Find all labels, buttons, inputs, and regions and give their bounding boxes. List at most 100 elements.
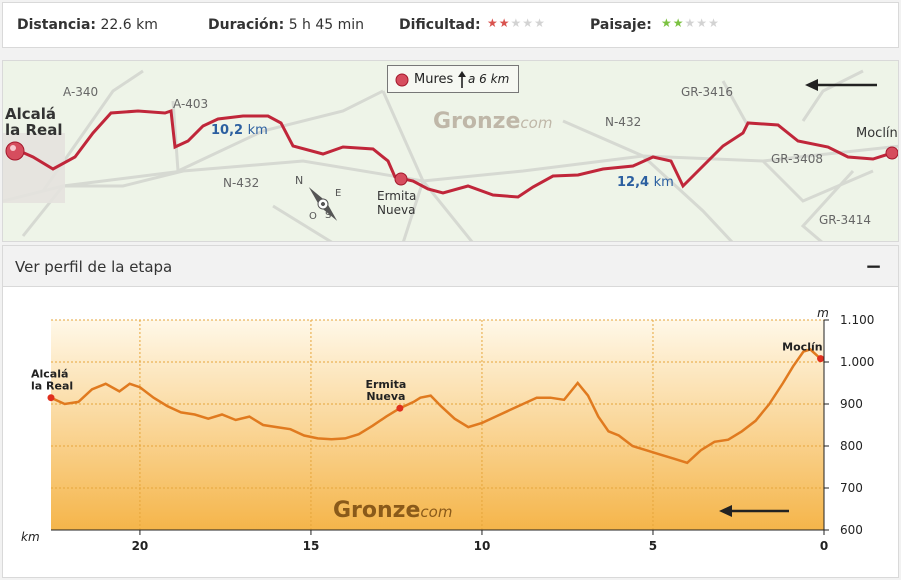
star-filled-icon: ★ xyxy=(672,16,685,30)
star-empty-icon: ★ xyxy=(522,16,535,30)
difficulty-stars-icon: ★★★★★ xyxy=(487,16,546,30)
route-map-graphic: N E S O xyxy=(3,69,898,241)
waypoint-label: Moclín xyxy=(782,341,822,354)
end-pin-icon[interactable] xyxy=(885,146,898,160)
collapse-button[interactable]: − xyxy=(865,254,882,278)
ermita-label: Ermita Nueva xyxy=(377,189,416,217)
ermita-line2: Nueva xyxy=(377,203,416,217)
elevation-line xyxy=(50,347,822,465)
detour-pin-icon xyxy=(395,73,409,87)
y-tick-label: 700 xyxy=(840,481,863,495)
waypoint-label: Alcalá xyxy=(31,368,68,381)
start-city-line1: Alcalá xyxy=(5,105,57,123)
scenery-stat: Paisaje: xyxy=(590,17,652,33)
compass-s-label: S xyxy=(325,210,331,221)
map-watermark-main: Gronze xyxy=(433,109,521,134)
elevation-profile: 20 15 10 5 0 600 700 800 900 1.000 1.100 Alcalá la … xyxy=(2,287,899,578)
chart-watermark-sub: com xyxy=(420,503,452,521)
start-city-label: Alcalá la Real xyxy=(5,106,62,138)
road-label: N-432 xyxy=(223,176,260,190)
distance-value: 22.6 km xyxy=(100,17,158,33)
waypoint-label: Nueva xyxy=(366,390,405,403)
plot-area xyxy=(51,320,824,530)
road-label: GR-3408 xyxy=(771,152,824,166)
waypoint-dot xyxy=(817,355,825,363)
segment-km-2-unit: km xyxy=(653,175,674,190)
ermita-pin-icon[interactable] xyxy=(394,172,408,186)
elevation-chart: 20 15 10 5 0 600 700 800 900 1.000 1.100 Alcalála … xyxy=(21,306,875,553)
compass-o-label: O xyxy=(309,211,317,222)
y-tick-label: 600 xyxy=(840,523,863,537)
chart-watermark: Gronzecom xyxy=(333,498,452,523)
waypoint-dot xyxy=(396,404,404,412)
scenery-label: Paisaje: xyxy=(590,17,652,33)
route-line xyxy=(14,108,893,199)
x-tick-label: 20 xyxy=(132,539,149,553)
compass-e-label: E xyxy=(335,188,341,199)
detour-name: Mures xyxy=(414,72,454,87)
segment-km-2: 12,4 km xyxy=(617,175,674,190)
segment-km-2-value: 12,4 xyxy=(617,175,650,190)
arrow-up-icon xyxy=(458,71,466,88)
waypoint-label: la Real xyxy=(31,380,73,393)
map-watermark: Gronzecom xyxy=(433,109,552,134)
start-pin-icon[interactable] xyxy=(5,141,25,161)
x-tick-label: 5 xyxy=(649,539,657,553)
duration-value: 5 h 45 min xyxy=(288,17,365,33)
y-tick-label: 1.100 xyxy=(840,313,874,327)
road-label: A-340 xyxy=(63,85,99,99)
segment-km-1-value: 10,2 xyxy=(211,123,244,138)
star-empty-icon: ★ xyxy=(534,16,546,30)
y-tick-label: 800 xyxy=(840,439,863,453)
scenery-stars-icon: ★★★★★ xyxy=(661,16,720,30)
star-empty-icon: ★ xyxy=(684,16,697,30)
ermita-line1: Ermita xyxy=(377,189,417,203)
segment-km-1: 10,2 km xyxy=(211,123,268,138)
star-empty-icon: ★ xyxy=(510,16,523,30)
chart-direction-arrow-icon xyxy=(719,505,789,517)
road-label: GR-3416 xyxy=(681,85,734,99)
duration-stat: Duración: 5 h 45 min xyxy=(208,17,364,33)
end-city-label: Moclín xyxy=(856,126,898,141)
waypoint-dot xyxy=(47,394,55,402)
start-pin-highlight xyxy=(10,145,16,151)
start-city-line2: la Real xyxy=(5,121,63,139)
road-label: A-403 xyxy=(173,97,209,111)
chart-watermark-main: Gronze xyxy=(333,498,420,523)
y-tick-label: 1.000 xyxy=(840,355,874,369)
map-watermark-sub: com xyxy=(520,114,553,132)
segment-km-1-unit: km xyxy=(247,123,268,138)
distance-label: Distancia: xyxy=(17,17,97,33)
road-label: N-432 xyxy=(605,115,642,129)
detour-distance: a 6 km xyxy=(468,72,510,86)
distance-stat: Distancia: 22.6 km xyxy=(17,17,158,33)
route-map[interactable]: N E S O Alcalá la Real Moclín Ermita Nue… xyxy=(2,60,899,242)
star-empty-icon: ★ xyxy=(696,16,709,30)
duration-label: Duración: xyxy=(208,17,285,33)
profile-toggle-header[interactable]: Ver perfil de la etapa − xyxy=(2,245,899,287)
waypoint-label: Ermita xyxy=(365,378,406,391)
star-filled-icon: ★ xyxy=(661,16,673,30)
compass-icon xyxy=(308,187,338,221)
star-filled-icon: ★ xyxy=(498,16,511,30)
x-tick-label: 0 xyxy=(820,539,828,553)
grid-lines xyxy=(51,319,824,530)
axis-ticks: 20 15 10 5 0 600 700 800 900 1.000 1.100 xyxy=(132,313,875,553)
difficulty-label: Dificultad: xyxy=(399,17,481,33)
profile-header-title: Ver perfil de la etapa xyxy=(15,258,173,276)
star-filled-icon: ★ xyxy=(487,16,499,30)
road-network xyxy=(3,69,898,241)
detour-callout[interactable]: Mures a 6 km xyxy=(387,65,519,93)
direction-arrow-icon xyxy=(805,79,877,91)
x-tick-label: 15 xyxy=(303,539,320,553)
difficulty-stat: Dificultad: xyxy=(399,17,481,33)
road-label: GR-3414 xyxy=(819,213,872,227)
route-stats-bar: Distancia: 22.6 km Duración: 5 h 45 min … xyxy=(2,2,899,48)
y-axis-unit: m xyxy=(817,306,829,320)
compass-n-label: N xyxy=(295,174,303,187)
star-empty-icon: ★ xyxy=(708,16,720,30)
y-tick-label: 900 xyxy=(840,397,863,411)
x-tick-label: 10 xyxy=(474,539,491,553)
x-axis-unit: km xyxy=(21,530,40,544)
